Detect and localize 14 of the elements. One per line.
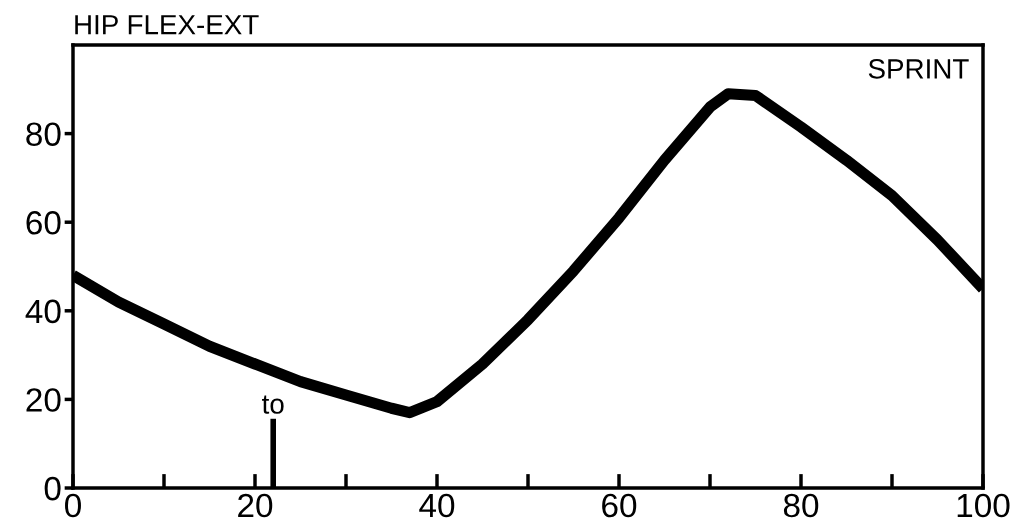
x-tick-label: 60 [602,493,637,518]
y-tick-label: 20 [26,388,61,412]
ref-line-label: to [262,395,284,414]
x-tick-label: 80 [783,493,819,518]
y-tick-label: 0 [44,476,61,501]
annotation: SPRINT [868,59,969,79]
y-tick-label: 40 [25,299,61,324]
x-tick-label: 20 [238,493,273,518]
chart-title: HIP FLEX-EXT [75,15,259,35]
y-tick-label: 80 [26,122,61,147]
x-tick-label: 40 [419,493,455,518]
x-tick-label: 100 [957,493,1010,518]
x-tick-label: 0 [65,493,81,518]
y-tick-label: 60 [26,211,61,235]
